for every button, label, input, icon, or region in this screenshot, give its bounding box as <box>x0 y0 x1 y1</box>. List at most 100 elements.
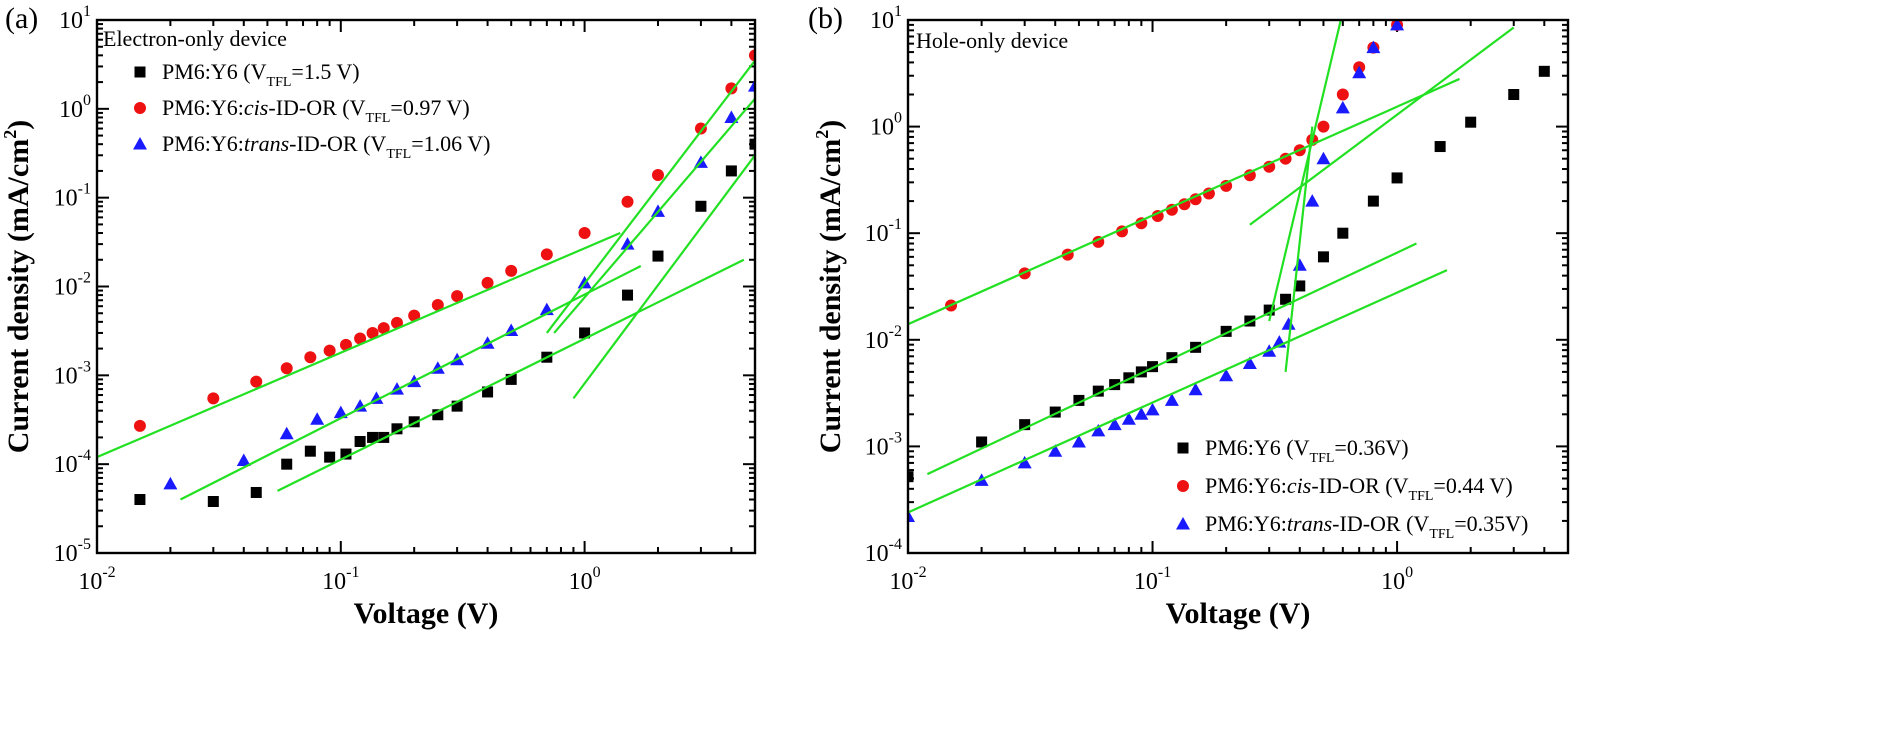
y-tick-label: 10-1 <box>54 181 91 212</box>
data-point <box>1145 402 1160 416</box>
y-tick-label: 10-5 <box>54 536 91 567</box>
data-point <box>1073 394 1085 406</box>
legend-marker <box>1176 517 1190 530</box>
data-point <box>1390 20 1405 31</box>
data-point <box>390 316 403 329</box>
data-point <box>1508 89 1520 101</box>
data-point <box>908 471 914 483</box>
legend-marker <box>134 66 146 78</box>
legend-entry: PM6:Y6:cis-ID-OR (VTFL=0.97 V) <box>162 95 470 126</box>
data-point <box>324 451 336 463</box>
x-tick-label: 10-1 <box>1134 564 1171 595</box>
data-point <box>695 200 707 212</box>
x-tick-label: 100 <box>569 564 601 595</box>
legend-marker <box>133 137 147 150</box>
data-point <box>1165 203 1178 216</box>
data-point <box>451 290 464 303</box>
data-point <box>1316 151 1331 165</box>
data-point <box>367 431 379 443</box>
series-square <box>908 65 1550 483</box>
data-point <box>1465 116 1477 128</box>
data-point <box>1317 251 1329 263</box>
fit-line <box>179 265 642 501</box>
y-tick-label: 100 <box>59 92 91 123</box>
data-point <box>1243 169 1256 182</box>
data-point <box>340 448 352 460</box>
data-point <box>1281 317 1296 330</box>
series-square <box>134 138 755 507</box>
data-point <box>694 122 707 135</box>
data-point <box>1292 258 1307 271</box>
data-point <box>1409 5 1423 18</box>
y-axis-title: Current density (mA/cm2) <box>0 120 35 453</box>
data-point <box>310 412 325 425</box>
y-tick-label: 10-3 <box>865 429 902 460</box>
y-tick-label: 10-4 <box>865 536 902 567</box>
data-point <box>1017 455 1032 469</box>
y-tick-label: 10-4 <box>54 447 91 478</box>
legend: PM6:Y6 (VTFL=0.36V) PM6:Y6:cis-ID-OR (VTF… <box>1176 435 1528 542</box>
data-point <box>1107 417 1122 431</box>
data-point <box>1366 40 1381 54</box>
data-point <box>451 400 463 412</box>
panel-label: (a) <box>5 2 38 35</box>
data-point <box>366 326 379 339</box>
data-point <box>354 332 367 345</box>
data-point <box>1202 187 1215 200</box>
data-point <box>1071 434 1086 448</box>
data-point <box>1220 325 1232 337</box>
y-axis-title: Current density (mA/cm2) <box>812 120 847 453</box>
fit-lines <box>97 59 755 501</box>
x-tick-label: 10-1 <box>322 564 359 595</box>
data-point <box>432 409 444 421</box>
fit-line <box>908 269 1448 514</box>
data-point <box>354 435 366 447</box>
data-point <box>1135 366 1147 378</box>
legend-marker <box>1177 442 1189 454</box>
x-axis-title: Voltage (V) <box>1166 597 1311 630</box>
data-point <box>1049 406 1061 418</box>
fit-line <box>277 258 745 492</box>
data-point <box>1178 198 1191 211</box>
data-point <box>652 250 664 262</box>
data-point <box>1092 385 1104 397</box>
data-point <box>1352 65 1367 79</box>
y-tick-label: 10-3 <box>54 358 91 389</box>
data-point <box>622 289 634 301</box>
data-point <box>281 458 293 470</box>
legend-entry: PM6:Y6:cis-ID-OR (VTFL=0.44 V) <box>1205 473 1513 504</box>
data-point <box>1317 120 1330 133</box>
x-tick-label: 10-2 <box>78 564 115 595</box>
data-point <box>280 362 293 375</box>
data-point <box>481 276 494 289</box>
data-point <box>1367 195 1379 207</box>
data-point <box>431 298 444 311</box>
data-point <box>339 338 352 351</box>
fit-line <box>545 59 755 334</box>
data-point <box>1123 372 1135 384</box>
data-point <box>391 423 403 435</box>
y-tick-label: 10-1 <box>865 216 902 247</box>
legend: PM6:Y6 (VTFL=1.5 V) PM6:Y6:cis-ID-OR (VTF… <box>133 59 490 162</box>
fit-line <box>908 77 1460 326</box>
y-tick-label: 10-2 <box>865 323 902 354</box>
data-point <box>621 195 634 208</box>
data-point <box>250 486 262 498</box>
y-tick-label: 100 <box>870 110 902 141</box>
data-point <box>163 476 178 490</box>
data-point <box>236 453 251 466</box>
data-point <box>749 49 755 62</box>
data-point <box>323 344 336 357</box>
data-point <box>408 416 420 428</box>
axes-frame <box>906 18 1570 555</box>
data-point <box>1391 172 1403 184</box>
fit-line <box>572 154 755 400</box>
data-point <box>1147 361 1159 373</box>
device-annotation: Hole-only device <box>916 28 1068 53</box>
data-point <box>250 375 263 388</box>
y-tick-label: 101 <box>59 3 91 34</box>
panel-b: 10-2 10-1 100 10-4 10-3 10-2 10-1 100 101 (b) Hole… <box>808 2 1570 630</box>
fit-line <box>1249 26 1515 226</box>
data-point <box>1164 393 1179 406</box>
fit-line <box>1284 126 1314 373</box>
